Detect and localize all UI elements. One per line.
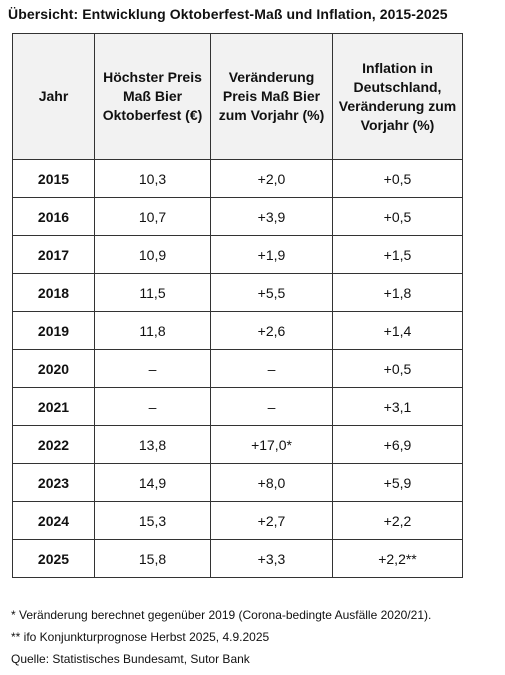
cell-beer-price: 14,9 bbox=[94, 463, 211, 502]
cell-price-change: +3,3 bbox=[210, 539, 333, 578]
cell-price-change: +5,5 bbox=[210, 273, 333, 312]
cell-price-change: +2,6 bbox=[210, 311, 333, 350]
cell-price-change: +2,0 bbox=[210, 159, 333, 198]
cell-beer-price: 15,3 bbox=[94, 501, 211, 540]
header-inflation: Inflation in Deutschland, Veränderung zu… bbox=[332, 33, 463, 160]
cell-price-change: +17,0* bbox=[210, 425, 333, 464]
cell-beer-price: 10,3 bbox=[94, 159, 211, 198]
cell-price-change: +2,7 bbox=[210, 501, 333, 540]
cell-inflation: +6,9 bbox=[332, 425, 463, 464]
footnotes: * Veränderung berechnet gegenüber 2019 (… bbox=[11, 604, 431, 670]
table-row: 2024 15,3 +2,7 +2,2 bbox=[12, 501, 463, 540]
table-row: 2022 13,8 +17,0* +6,9 bbox=[12, 425, 463, 464]
cell-beer-price: 11,8 bbox=[94, 311, 211, 350]
cell-beer-price: – bbox=[94, 387, 211, 426]
cell-inflation: +2,2** bbox=[332, 539, 463, 578]
table-row: 2016 10,7 +3,9 +0,5 bbox=[12, 197, 463, 236]
cell-year: 2017 bbox=[12, 235, 95, 274]
cell-beer-price: – bbox=[94, 349, 211, 388]
cell-year: 2018 bbox=[12, 273, 95, 312]
cell-inflation: +1,4 bbox=[332, 311, 463, 350]
table-row: 2023 14,9 +8,0 +5,9 bbox=[12, 463, 463, 502]
cell-inflation: +3,1 bbox=[332, 387, 463, 426]
cell-inflation: +1,5 bbox=[332, 235, 463, 274]
table-row: 2018 11,5 +5,5 +1,8 bbox=[12, 273, 463, 312]
table-row: 2017 10,9 +1,9 +1,5 bbox=[12, 235, 463, 274]
cell-beer-price: 15,8 bbox=[94, 539, 211, 578]
footnote-double-asterisk: ** ifo Konjunkturprognose Herbst 2025, 4… bbox=[11, 630, 270, 644]
cell-price-change: +3,9 bbox=[210, 197, 333, 236]
cell-price-change: +1,9 bbox=[210, 235, 333, 274]
cell-year: 2024 bbox=[12, 501, 95, 540]
cell-year: 2020 bbox=[12, 349, 95, 388]
cell-year: 2021 bbox=[12, 387, 95, 426]
footnote-single-asterisk: * Veränderung berechnet gegenüber 2019 (… bbox=[11, 608, 432, 622]
cell-price-change: – bbox=[210, 387, 333, 426]
cell-beer-price: 10,7 bbox=[94, 197, 211, 236]
cell-year: 2025 bbox=[12, 539, 95, 578]
cell-price-change: – bbox=[210, 349, 333, 388]
cell-inflation: +1,8 bbox=[332, 273, 463, 312]
table-header-row: Jahr Höchster Preis Maß Bier Oktoberfest… bbox=[12, 33, 463, 160]
cell-price-change: +8,0 bbox=[210, 463, 333, 502]
header-beer-price: Höchster Preis Maß Bier Oktoberfest (€) bbox=[94, 33, 211, 160]
page-title: Übersicht: Entwicklung Oktoberfest-Maß u… bbox=[8, 6, 448, 22]
data-table: Jahr Höchster Preis Maß Bier Oktoberfest… bbox=[12, 33, 463, 578]
cell-inflation: +0,5 bbox=[332, 349, 463, 388]
cell-inflation: +0,5 bbox=[332, 159, 463, 198]
table-row: 2025 15,8 +3,3 +2,2** bbox=[12, 539, 463, 578]
cell-year: 2016 bbox=[12, 197, 95, 236]
cell-beer-price: 11,5 bbox=[94, 273, 211, 312]
cell-inflation: +5,9 bbox=[332, 463, 463, 502]
cell-year: 2019 bbox=[12, 311, 95, 350]
cell-inflation: +2,2 bbox=[332, 501, 463, 540]
header-year: Jahr bbox=[12, 33, 95, 160]
table-row: 2015 10,3 +2,0 +0,5 bbox=[12, 159, 463, 198]
table-row: 2019 11,8 +2,6 +1,4 bbox=[12, 311, 463, 350]
cell-year: 2022 bbox=[12, 425, 95, 464]
table-body: 2015 10,3 +2,0 +0,5 2016 10,7 +3,9 +0,5 2017 10,9… bbox=[12, 159, 463, 578]
header-price-change: Veränderung Preis Maß Bier zum Vorjahr (… bbox=[210, 33, 333, 160]
cell-beer-price: 13,8 bbox=[94, 425, 211, 464]
cell-inflation: +0,5 bbox=[332, 197, 463, 236]
cell-year: 2023 bbox=[12, 463, 95, 502]
cell-beer-price: 10,9 bbox=[94, 235, 211, 274]
table-row: 2020– – +0,5 bbox=[12, 349, 463, 388]
table-row: 2021– – +3,1 bbox=[12, 387, 463, 426]
source-note: Quelle: Statistisches Bundesamt, Sutor B… bbox=[11, 652, 250, 666]
cell-year: 2015 bbox=[12, 159, 95, 198]
